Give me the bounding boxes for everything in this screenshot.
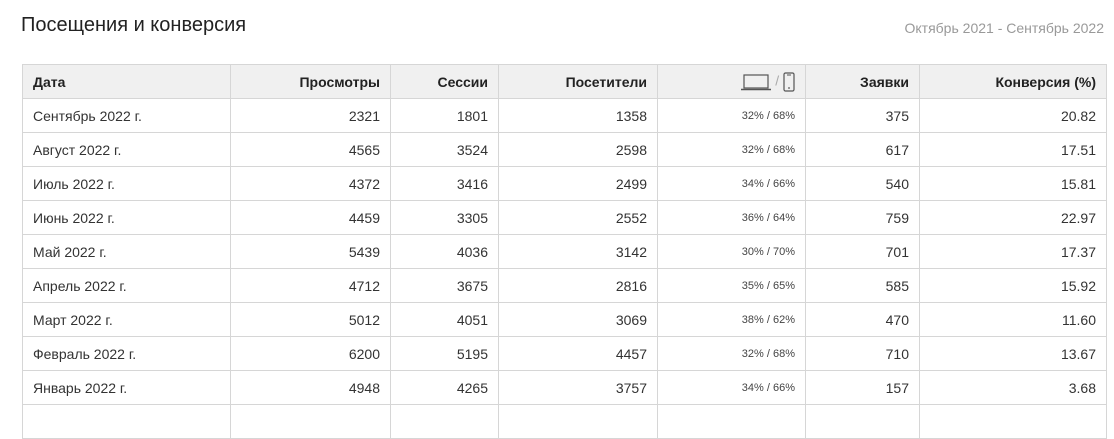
table-row: Август 2022 г. 4565 3524 2598 32% / 68% 617 17… bbox=[22, 132, 1107, 167]
cell-empty bbox=[657, 404, 806, 439]
cell-date: Февраль 2022 г. bbox=[22, 336, 231, 371]
date-range: Октябрь 2021 - Сентябрь 2022 bbox=[904, 20, 1105, 36]
cell-empty bbox=[805, 404, 920, 439]
cell-empty bbox=[919, 404, 1107, 439]
cell-visitors: 2552 bbox=[498, 200, 658, 235]
cell-device-share: 38% / 62% bbox=[657, 302, 806, 337]
table-row: Май 2022 г. 5439 4036 3142 30% / 70% 701 17.37 bbox=[22, 234, 1107, 269]
cell-conversion: 15.81 bbox=[919, 166, 1107, 201]
cell-visitors: 3069 bbox=[498, 302, 658, 337]
cell-conversion: 17.51 bbox=[919, 132, 1107, 167]
cell-visitors: 3142 bbox=[498, 234, 658, 269]
cell-device-share: 34% / 66% bbox=[657, 370, 806, 405]
cell-device-share: 32% / 68% bbox=[657, 336, 806, 371]
cell-sessions: 4051 bbox=[390, 302, 499, 337]
cell-visitors: 4457 bbox=[498, 336, 658, 371]
cell-sessions: 4036 bbox=[390, 234, 499, 269]
device-separator: / bbox=[775, 72, 780, 89]
cell-date: Июль 2022 г. bbox=[22, 166, 231, 201]
cell-date: Июнь 2022 г. bbox=[22, 200, 231, 235]
cell-requests: 585 bbox=[805, 268, 920, 303]
cell-conversion: 17.37 bbox=[919, 234, 1107, 269]
cell-conversion: 3.68 bbox=[919, 370, 1107, 405]
col-devices[interactable]: / bbox=[657, 64, 806, 99]
cell-conversion: 15.92 bbox=[919, 268, 1107, 303]
cell-date: Май 2022 г. bbox=[22, 234, 231, 269]
smartphone-icon bbox=[783, 71, 795, 92]
cell-conversion: 13.67 bbox=[919, 336, 1107, 371]
cell-requests: 701 bbox=[805, 234, 920, 269]
cell-empty bbox=[390, 404, 499, 439]
col-conversion[interactable]: Конверсия (%) bbox=[919, 64, 1107, 99]
cell-views: 4459 bbox=[230, 200, 391, 235]
table-row: Январь 2022 г. 4948 4265 3757 34% / 66% 157 3.… bbox=[22, 370, 1107, 405]
col-date[interactable]: Дата bbox=[22, 64, 231, 99]
cell-date: Январь 2022 г. bbox=[22, 370, 231, 405]
cell-requests: 470 bbox=[805, 302, 920, 337]
cell-empty bbox=[498, 404, 658, 439]
col-visitors[interactable]: Посетители bbox=[498, 64, 658, 99]
visits-conversion-table: Дата Просмотры Сессии Посетители / Заявк… bbox=[22, 64, 1107, 439]
cell-device-share: 30% / 70% bbox=[657, 234, 806, 269]
cell-requests: 375 bbox=[805, 98, 920, 133]
cell-views: 4712 bbox=[230, 268, 391, 303]
cell-visitors: 1358 bbox=[498, 98, 658, 133]
cell-requests: 617 bbox=[805, 132, 920, 167]
cell-requests: 540 bbox=[805, 166, 920, 201]
cell-requests: 759 bbox=[805, 200, 920, 235]
cell-device-share: 36% / 64% bbox=[657, 200, 806, 235]
cell-sessions: 4265 bbox=[390, 370, 499, 405]
table-row: Апрель 2022 г. 4712 3675 2816 35% / 65% 585 15… bbox=[22, 268, 1107, 303]
cell-sessions: 3524 bbox=[390, 132, 499, 167]
col-sessions[interactable]: Сессии bbox=[390, 64, 499, 99]
cell-visitors: 3757 bbox=[498, 370, 658, 405]
cell-date: Март 2022 г. bbox=[22, 302, 231, 337]
cell-date: Апрель 2022 г. bbox=[22, 268, 231, 303]
cell-views: 4565 bbox=[230, 132, 391, 167]
cell-requests: 157 bbox=[805, 370, 920, 405]
cell-views: 5012 bbox=[230, 302, 391, 337]
cell-sessions: 3416 bbox=[390, 166, 499, 201]
table-row: Июнь 2022 г. 4459 3305 2552 36% / 64% 759 22.9… bbox=[22, 200, 1107, 235]
cell-date: Август 2022 г. bbox=[22, 132, 231, 167]
cell-sessions: 5195 bbox=[390, 336, 499, 371]
table-row: Сентябрь 2022 г. 2321 1801 1358 32% / 68% 375… bbox=[22, 98, 1107, 133]
col-requests[interactable]: Заявки bbox=[805, 64, 920, 99]
cell-conversion: 20.82 bbox=[919, 98, 1107, 133]
cell-empty bbox=[22, 404, 231, 439]
cell-visitors: 2598 bbox=[498, 132, 658, 167]
cell-views: 2321 bbox=[230, 98, 391, 133]
cell-device-share: 34% / 66% bbox=[657, 166, 806, 201]
cell-views: 4948 bbox=[230, 370, 391, 405]
cell-date: Сентябрь 2022 г. bbox=[22, 98, 231, 133]
cell-conversion: 11.60 bbox=[919, 302, 1107, 337]
cell-sessions: 1801 bbox=[390, 98, 499, 133]
table-row: Июль 2022 г. 4372 3416 2499 34% / 66% 540 15.8… bbox=[22, 166, 1107, 201]
cell-views: 6200 bbox=[230, 336, 391, 371]
cell-device-share: 32% / 68% bbox=[657, 132, 806, 167]
table-row: Февраль 2022 г. 6200 5195 4457 32% / 68% 710 1… bbox=[22, 336, 1107, 371]
cell-device-share: 35% / 65% bbox=[657, 268, 806, 303]
table-row-partial bbox=[22, 404, 1107, 439]
cell-views: 5439 bbox=[230, 234, 391, 269]
cell-device-share: 32% / 68% bbox=[657, 98, 806, 133]
cell-views: 4372 bbox=[230, 166, 391, 201]
table-row: Март 2022 г. 5012 4051 3069 38% / 62% 470 11.6… bbox=[22, 302, 1107, 337]
table-header-row: Дата Просмотры Сессии Посетители / Заявк… bbox=[22, 64, 1107, 99]
cell-sessions: 3305 bbox=[390, 200, 499, 235]
cell-empty bbox=[230, 404, 391, 439]
page-title: Посещения и конверсия bbox=[21, 14, 247, 36]
cell-conversion: 22.97 bbox=[919, 200, 1107, 235]
cell-sessions: 3675 bbox=[390, 268, 499, 303]
laptop-icon bbox=[741, 73, 772, 90]
col-views[interactable]: Просмотры bbox=[230, 64, 391, 99]
cell-visitors: 2816 bbox=[498, 268, 658, 303]
cell-visitors: 2499 bbox=[498, 166, 658, 201]
cell-requests: 710 bbox=[805, 336, 920, 371]
